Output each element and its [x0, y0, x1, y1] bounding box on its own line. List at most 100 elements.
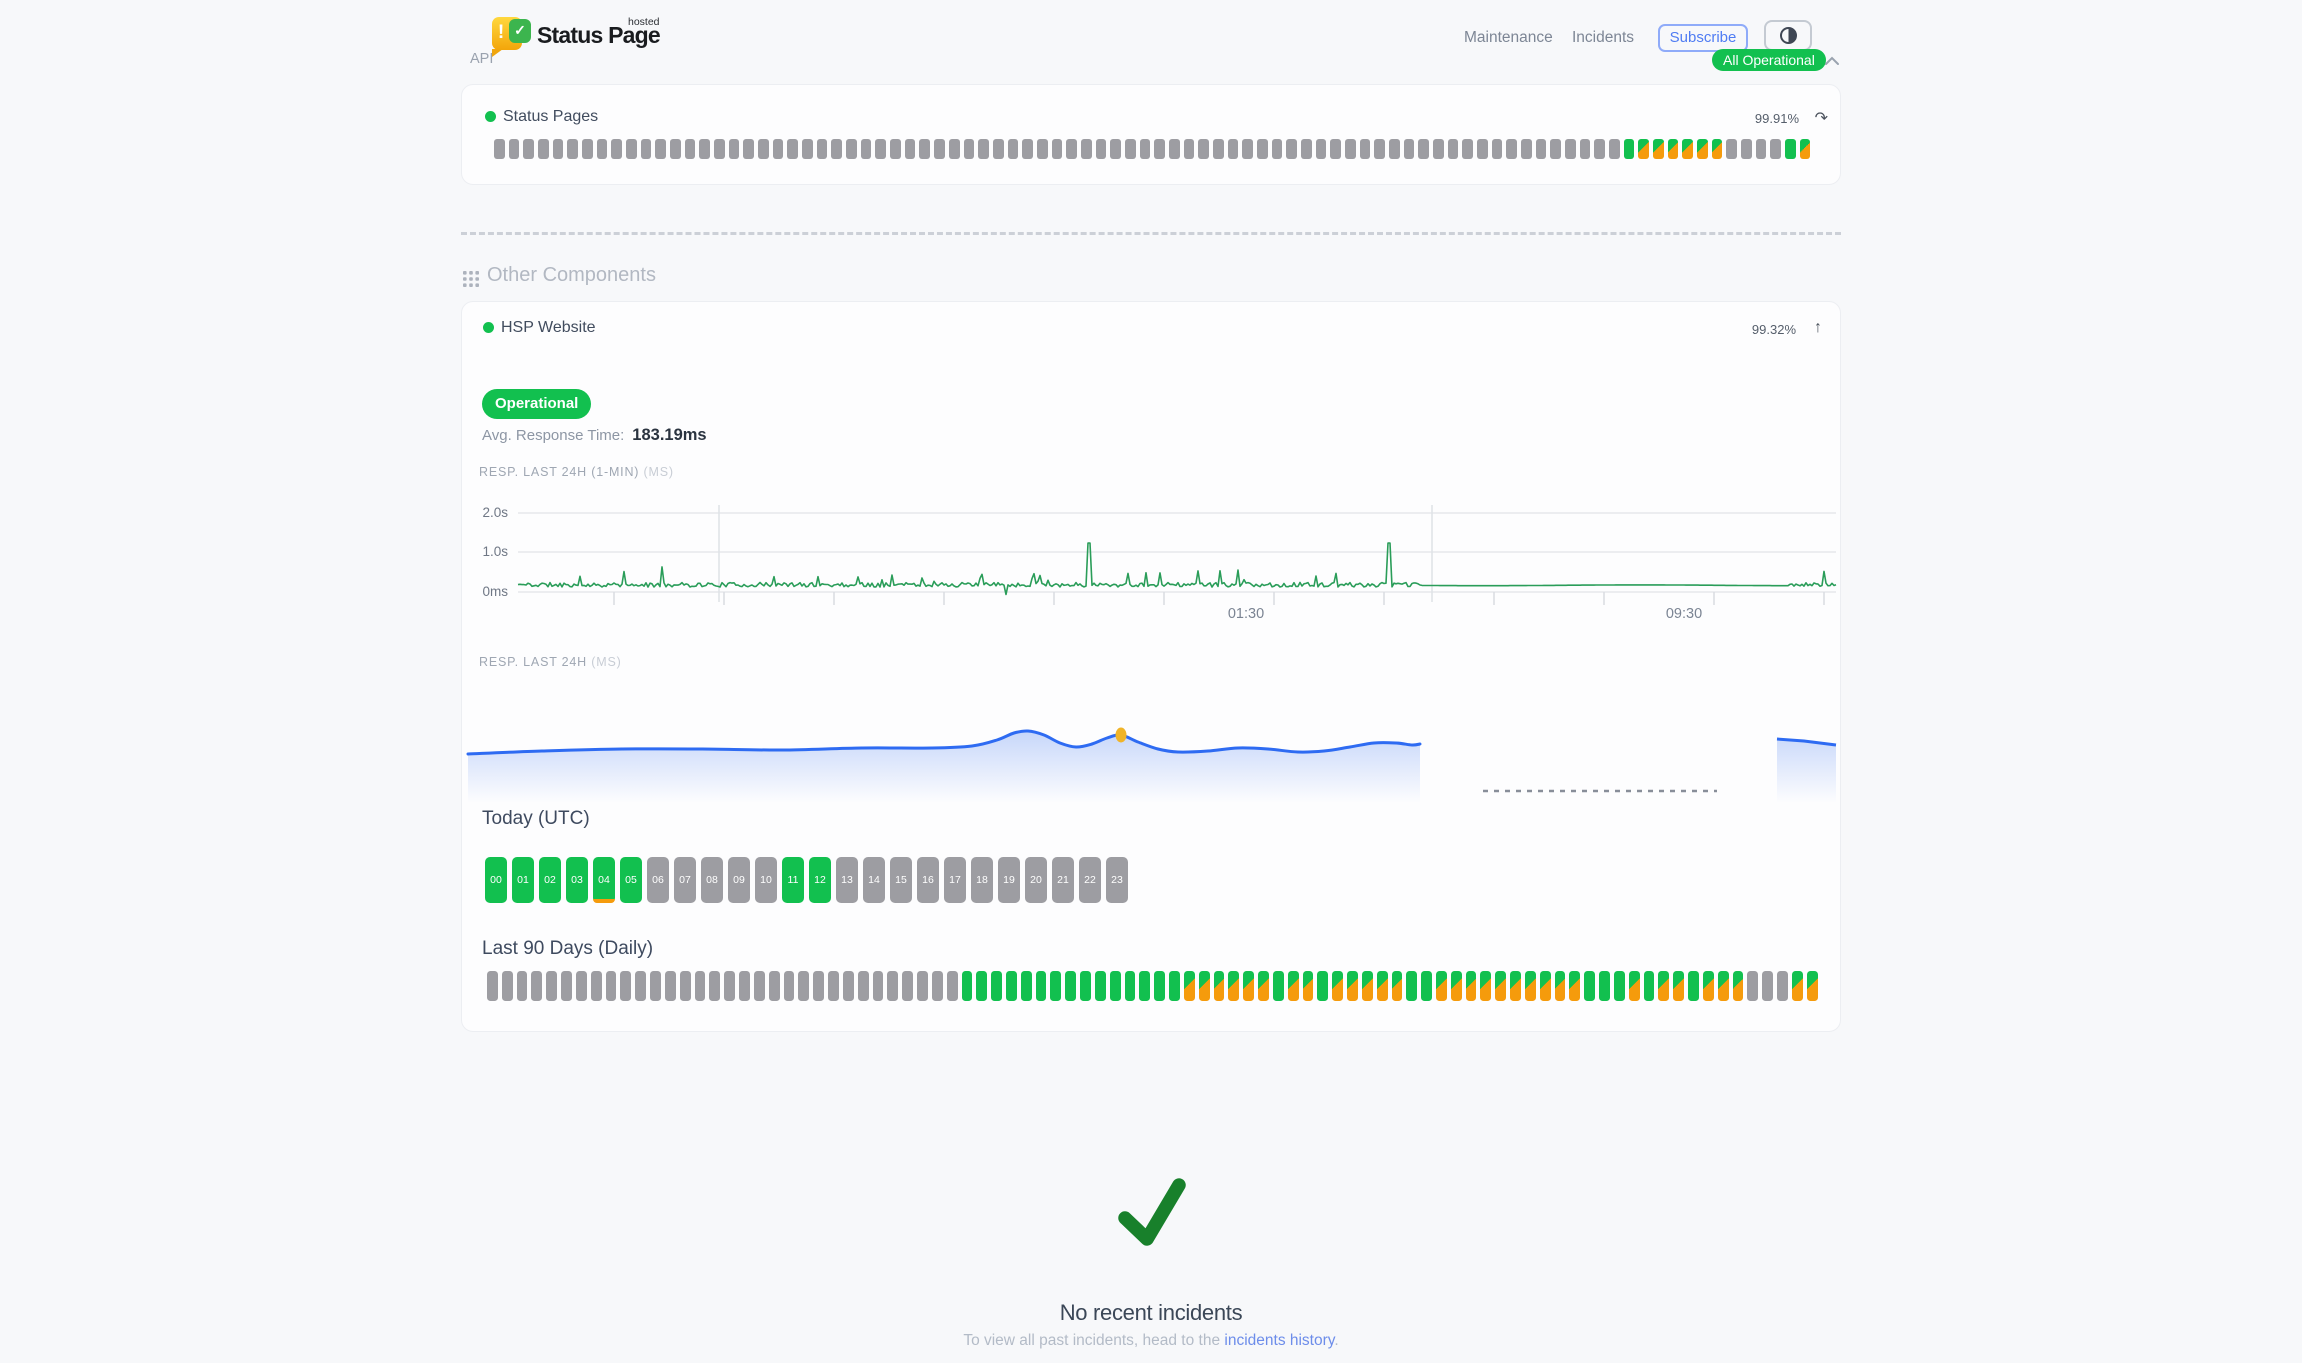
- uptime-segment: [1330, 139, 1341, 159]
- uptime-segment: [1609, 139, 1620, 159]
- uptime-segment: [590, 971, 602, 1001]
- logo-title: Status Page: [537, 22, 661, 48]
- group-label-api: API: [470, 51, 494, 67]
- svg-text:01:30: 01:30: [1228, 606, 1264, 622]
- hour-block-01: 01: [512, 857, 534, 903]
- component-card-status-pages: Status Pages 99.91% ↷: [461, 84, 1841, 185]
- uptime-segment: [1688, 971, 1699, 1001]
- uptime-segment: [1495, 971, 1507, 1001]
- uptime-segment: [1286, 139, 1297, 159]
- uptime-segment: [1198, 139, 1209, 159]
- uptime-segment: [1702, 971, 1714, 1001]
- uptime-segment: [523, 139, 535, 159]
- uptime-segment: [1183, 971, 1195, 1001]
- uptime-segment: [1050, 971, 1062, 1001]
- uptime-segment: [1243, 971, 1255, 1001]
- uptime-segment: [992, 139, 1004, 159]
- uptime-segment: [1212, 139, 1224, 159]
- uptime-segment: [1065, 971, 1077, 1001]
- uptime-segment: [1599, 971, 1610, 1001]
- uptime-segment: [890, 139, 901, 159]
- uptime-segment: [1613, 971, 1625, 1001]
- uptime-segment: [1521, 139, 1532, 159]
- half-moon-icon: [1779, 27, 1797, 44]
- hour-block-21: 21: [1052, 857, 1074, 903]
- uptime-segment: [1506, 139, 1518, 159]
- uptime-segment: [1673, 971, 1685, 1001]
- logo-superscript: hosted: [628, 16, 660, 28]
- uptime-segment: [582, 139, 593, 159]
- uptime-segment: [684, 139, 696, 159]
- uptime-segment: [1638, 139, 1650, 159]
- hour-block-02: 02: [539, 857, 561, 903]
- last-90-days-bar: [487, 971, 1818, 1001]
- uptime-segment: [1755, 139, 1767, 159]
- uptime-segment: [605, 971, 617, 1001]
- chart-minutely-label: RESP. LAST 24H (1-MIN) (MS): [479, 465, 674, 479]
- uptime-segment: [1491, 139, 1503, 159]
- response-time-minutely-chart: 2.0s 1.0s 0ms 01:30 09:30: [482, 505, 1837, 622]
- uptime-segment: [1139, 971, 1151, 1001]
- uptime-segment: [1406, 971, 1418, 1001]
- uptime-segment: [1433, 139, 1444, 159]
- uptime-segment: [724, 971, 736, 1001]
- uptime-segment: [1271, 139, 1283, 159]
- logo-check-icon: ✓: [509, 19, 531, 43]
- svg-text:09:30: 09:30: [1666, 606, 1702, 622]
- uptime-segment: [1785, 139, 1796, 159]
- response-time-hourly-chart: [466, 727, 1837, 803]
- uptime-segment: [934, 139, 945, 159]
- nav-incidents[interactable]: Incidents: [1572, 29, 1635, 46]
- uptime-segment: [816, 139, 828, 159]
- uptime-segment: [1256, 139, 1268, 159]
- uptime-segment: [904, 139, 916, 159]
- uptime-segment: [1777, 971, 1788, 1001]
- uptime-segment: [739, 971, 750, 1001]
- uptime-segment: [1258, 971, 1269, 1001]
- uptime-segment: [1799, 139, 1811, 159]
- uptime-segment: [501, 971, 513, 1001]
- uptime-segment: [1300, 139, 1312, 159]
- uptime-segment: [1403, 139, 1415, 159]
- nav-maintenance[interactable]: Maintenance: [1464, 29, 1553, 46]
- avg-response-row: Avg. Response Time: 183.19ms: [482, 426, 707, 445]
- refresh-icon[interactable]: ↷: [1814, 110, 1828, 127]
- uptime-segment: [1436, 971, 1447, 1001]
- uptime-segment: [664, 971, 676, 1001]
- uptime-segment: [1391, 971, 1403, 1001]
- uptime-segment: [1302, 971, 1314, 1001]
- uptime-segment: [1510, 971, 1521, 1001]
- uptime-segment: [494, 139, 505, 159]
- collapse-chevron-icon[interactable]: [1824, 53, 1840, 71]
- hour-block-10: 10: [755, 857, 777, 903]
- uptime-segment: [650, 971, 661, 1001]
- uptime-segment: [714, 139, 725, 159]
- uptime-segment: [1272, 971, 1284, 1001]
- uptime-segment: [679, 971, 691, 1001]
- uptime-segment: [694, 971, 706, 1001]
- uptime-segment: [772, 139, 784, 159]
- logo[interactable]: ! ✓ Status Page hosted: [492, 8, 752, 66]
- uptime-segment: [552, 139, 564, 159]
- uptime-segment: [567, 139, 579, 159]
- arrow-up-icon[interactable]: ↑: [1814, 319, 1822, 336]
- uptime-segment: [1344, 139, 1356, 159]
- grid-icon: [463, 271, 480, 293]
- svg-text:2.0s: 2.0s: [482, 505, 508, 520]
- subscribe-button[interactable]: Subscribe: [1658, 24, 1748, 52]
- uptime-segment: [1347, 971, 1358, 1001]
- hour-block-12: 12: [809, 857, 831, 903]
- theme-toggle-button[interactable]: [1764, 20, 1812, 51]
- uptime-segment: [516, 971, 528, 1001]
- uptime-segment: [1465, 971, 1477, 1001]
- incidents-history-link[interactable]: incidents history: [1224, 1332, 1335, 1349]
- uptime-segment: [1726, 139, 1738, 159]
- section-title-other-components: Other Components: [487, 264, 656, 286]
- uptime-segment: [1095, 139, 1107, 159]
- uptime-segment: [1584, 971, 1596, 1001]
- uptime-segment: [917, 971, 928, 1001]
- uptime-segment: [1051, 139, 1063, 159]
- uptime-segment: [1154, 139, 1165, 159]
- uptime-segment: [1643, 971, 1655, 1001]
- avg-response-label: Avg. Response Time:: [482, 427, 625, 444]
